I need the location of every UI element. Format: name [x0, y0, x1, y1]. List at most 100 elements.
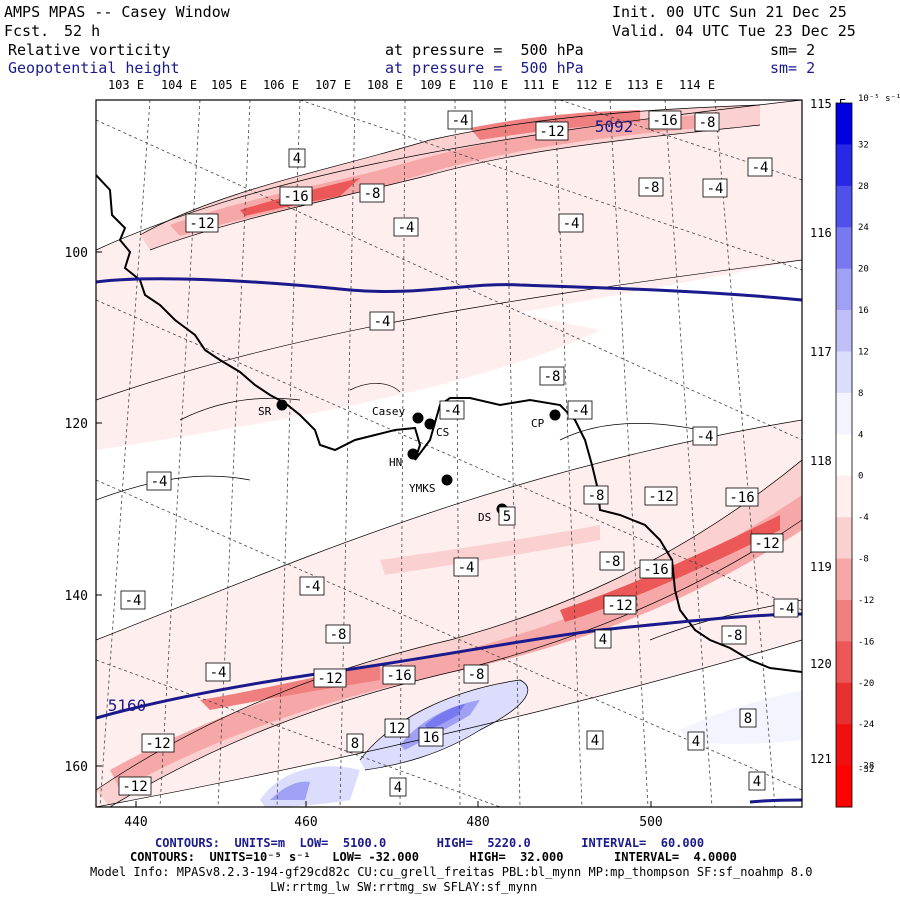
svg-text:-4: -4 [151, 474, 168, 490]
colorbar: 10⁻⁵ s⁻¹ 32 28 24 20 16 12 8 4 0 -4 -8 -12 -16 -20 -24 -… [835, 94, 900, 808]
colorbar-unit: 10⁻⁵ s⁻¹ [858, 94, 900, 104]
colorbar-cell [836, 599, 852, 642]
contour-label: -8 [539, 366, 565, 386]
colorbar-cell [836, 517, 852, 560]
colorbar-tick-label: 20 [858, 265, 869, 275]
colorbar-tick-label: -16 [858, 637, 874, 647]
contour-label: -4 [567, 400, 593, 420]
svg-text:-12: -12 [648, 489, 673, 505]
coastline [96, 174, 802, 673]
svg-text:-8: -8 [726, 628, 743, 644]
svg-text:-8: -8 [643, 180, 660, 196]
top-lon-label: 106 E [263, 78, 299, 92]
svg-text:-4: -4 [452, 113, 469, 129]
top-lon-label: 112 E [576, 78, 612, 92]
contour-label: -12 [644, 486, 678, 506]
contour-label: -12 [313, 668, 347, 688]
contour-label: -8 [638, 177, 664, 197]
colorbar-cell [836, 144, 852, 187]
svg-text:-4: -4 [563, 216, 580, 232]
svg-text:5: 5 [503, 509, 511, 525]
contour-label: -4 [205, 662, 231, 682]
contour-label: 12 [384, 718, 410, 738]
colorbar-cell [836, 765, 852, 808]
bottom-axis: 440 460 480 500 [124, 801, 663, 830]
colorbar-tick-label: -24 [858, 720, 874, 730]
colorbar-tick-label: -4 [858, 513, 869, 523]
svg-text:8: 8 [351, 736, 359, 752]
contour-label: 16 [418, 727, 444, 747]
model-info: Model Info: MPASv8.2.3-194-gf29cd82c CU:… [90, 865, 813, 879]
colorbar-cell [836, 475, 852, 518]
svg-text:4: 4 [753, 774, 761, 790]
svg-text:-8: -8 [544, 369, 561, 385]
colorbar-tick-label: 0 [858, 472, 863, 482]
contour-label: -4 [747, 157, 773, 177]
contour-label: -8 [599, 551, 625, 571]
svg-text:-8: -8 [364, 186, 381, 202]
height-contour-info: CONTOURS: UNITS=m LOW= 5100.0 HIGH= 5220… [155, 836, 705, 850]
svg-text:-4: -4 [444, 403, 461, 419]
field1-smoothing: sm= 2 [770, 41, 816, 59]
contour-label: -12 [603, 595, 637, 615]
plot-frame [95, 99, 803, 808]
svg-text:4: 4 [293, 151, 301, 167]
svg-text:-8: -8 [604, 554, 621, 570]
top-lon-label: 105 E [211, 78, 247, 92]
contour-label: -12 [185, 213, 219, 233]
svg-text:CP: CP [531, 417, 545, 430]
contour-label: -4 [692, 426, 718, 446]
contour-label: 4 [748, 771, 766, 791]
vorticity-fill [96, 100, 802, 807]
contour-label: 5 [498, 506, 516, 526]
svg-text:-4: -4 [125, 593, 142, 609]
top-lon-label: 110 E [472, 78, 508, 92]
svg-text:-4: -4 [398, 220, 415, 236]
svg-text:-4: -4 [374, 314, 391, 330]
contour-label: -16 [382, 665, 416, 685]
contour-label: -16 [639, 559, 673, 579]
colorbar-tick-label: 32 [858, 140, 869, 150]
svg-text:-4: -4 [697, 429, 714, 445]
colorbar-cell [836, 558, 852, 601]
top-lon-label: 108 E [367, 78, 403, 92]
station-casey: Casey [372, 405, 424, 424]
field1-pressure: at pressure = 500 hPa [385, 41, 584, 59]
init-time: Init. 00 UTC Sun 21 Dec 25 [612, 3, 847, 21]
contour-label: -16 [279, 186, 313, 206]
left-tick-label: 100 [65, 246, 88, 261]
svg-text:-16: -16 [652, 113, 677, 129]
contour-label: 4 [586, 730, 604, 750]
svg-text:-8: -8 [330, 627, 347, 643]
valid-time: Valid. 04 UTC Tue 23 Dec 25 [612, 22, 856, 40]
contour-label: -4 [120, 590, 146, 610]
contour-label: -4 [773, 598, 799, 618]
colorbar-tick-label: -12 [858, 596, 874, 606]
colorbar-tick-label: 16 [858, 306, 869, 316]
colorbar-tick-label: 8 [858, 389, 863, 399]
contour-label: -12 [118, 776, 152, 796]
colorbar-cell [836, 268, 852, 311]
top-longitude-labels: 103 E 104 E 105 E 106 E 107 E 108 E 109 E 110 E… [108, 78, 715, 92]
top-lon-label: 109 E [420, 78, 456, 92]
svg-text:16: 16 [423, 730, 440, 746]
svg-text:-4: -4 [752, 160, 769, 176]
contour-label: 8 [346, 733, 364, 753]
svg-text:DS: DS [478, 511, 491, 524]
svg-text:-4: -4 [572, 403, 589, 419]
bottom-tick-label: 460 [294, 815, 317, 830]
vorticity-contour-info: CONTOURS: UNITS=10⁻⁵ s⁻¹ LOW= -32.000 HI… [130, 850, 737, 864]
svg-text:-4: -4 [778, 601, 795, 617]
svg-text:-8: -8 [699, 115, 716, 131]
colorbar-cell [836, 392, 852, 435]
colorbar-cell [836, 310, 852, 352]
bottom-tick-label: 500 [639, 815, 662, 830]
svg-text:-12: -12 [122, 779, 147, 795]
bottom-tick-label: 440 [124, 815, 147, 830]
field2-smoothing: sm= 2 [770, 59, 816, 77]
svg-text:4: 4 [692, 734, 700, 750]
svg-text:-4: -4 [458, 560, 475, 576]
contour-label: 8 [739, 708, 757, 728]
colorbar-tick-label: 24 [858, 223, 869, 233]
